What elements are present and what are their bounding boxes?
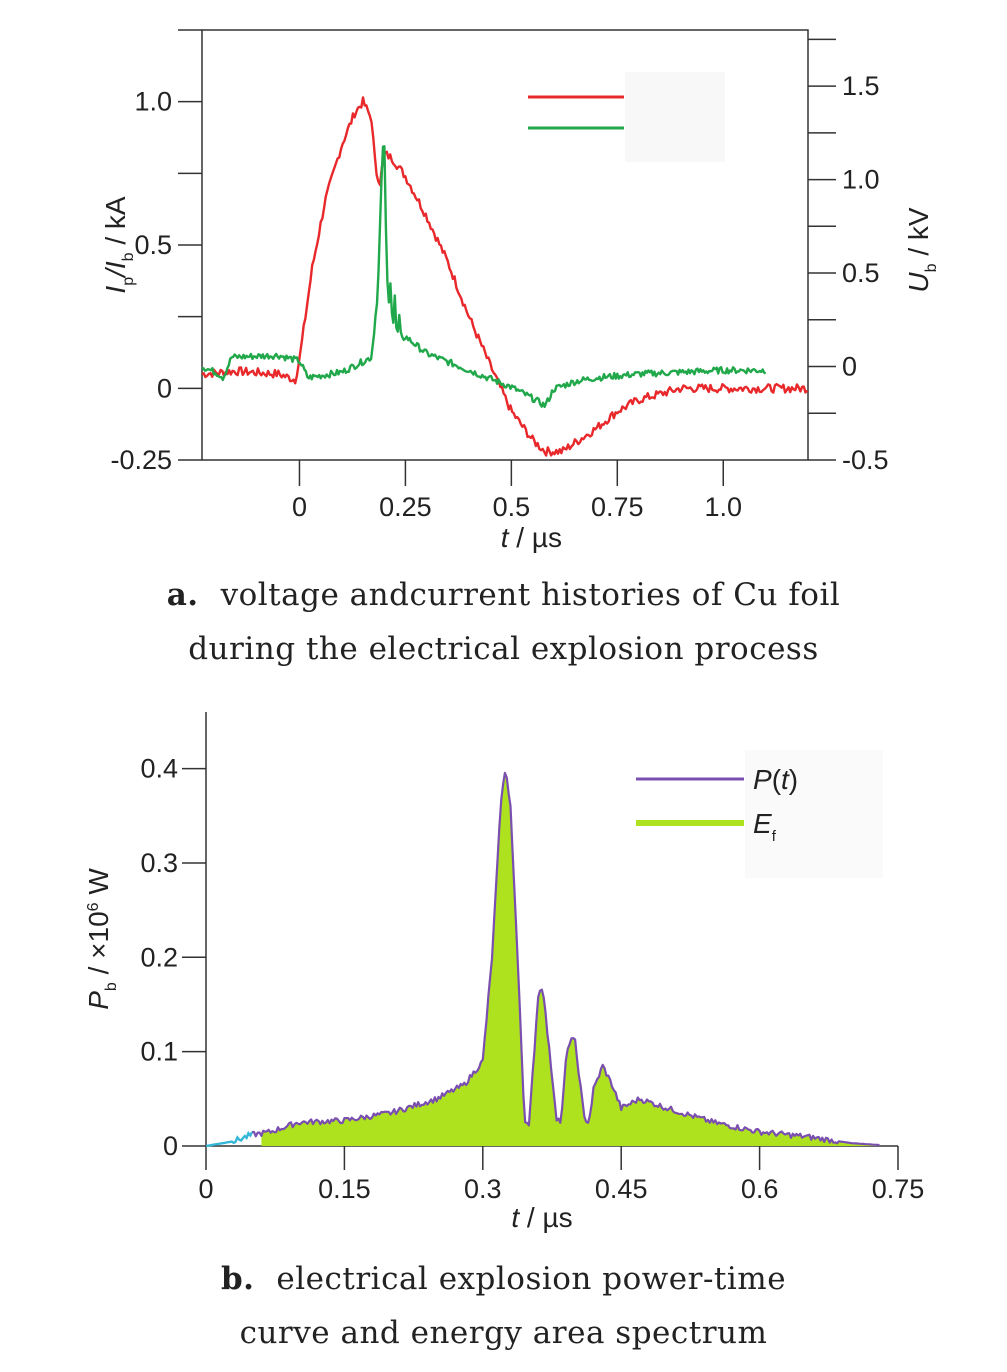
y2-tick-label: 0.5 — [842, 258, 880, 288]
y-axis-title-sub: b — [103, 982, 120, 991]
chart-b-svg: 0 0.1 0.2 0.3 0.4 0 0.15 0.3 0.45 0.6 0.75 t / µs Pb… — [83, 712, 925, 1233]
y-axis-title-i: I — [100, 286, 131, 294]
x-axis-title-var: t — [501, 522, 510, 553]
legend-energy-sub: f — [772, 828, 777, 845]
y-axis-title-mid: /I — [100, 261, 131, 279]
caption-b: b. electrical explosion power-time curve … — [0, 1252, 1007, 1360]
y-axis-title: Pb / ×106 W — [83, 868, 120, 1010]
y-axis-title-p: P — [83, 991, 114, 1010]
legend-power-var: P — [753, 764, 772, 795]
y-axis-title-sub: b — [120, 252, 137, 261]
y-tick-label: 0.3 — [140, 848, 178, 878]
y2-tick-label: 0 — [842, 352, 857, 382]
x-tick-label: 0.15 — [318, 1174, 371, 1204]
caption-a-line1: voltage andcurrent histories of Cu foil — [220, 577, 841, 613]
x-tick-label: 0.25 — [379, 492, 432, 522]
legend-box — [745, 750, 883, 878]
y-axis-title-unit: / kA — [100, 196, 131, 252]
legend-power-paren: ( — [772, 764, 782, 795]
chart-panel-b: 0 0.1 0.2 0.3 0.4 0 0.15 0.3 0.45 0.6 0.75 t / µs Pb… — [0, 690, 1007, 1250]
y-tick-label: 0 — [157, 373, 172, 403]
x-tick-label: 0 — [292, 492, 307, 522]
y-axis-title-unit: / ×10 — [83, 911, 114, 982]
caption-b-line2: curve and energy area spectrum — [239, 1315, 768, 1351]
x-tick-label: 1.0 — [704, 492, 742, 522]
x-axis-title-var: t — [511, 1202, 520, 1233]
y-axis-title-w: W — [83, 868, 114, 903]
y-tick-label: 0.1 — [140, 1037, 178, 1067]
caption-b-letter: b. — [220, 1261, 255, 1297]
y-tick-label: 0.4 — [140, 754, 178, 784]
chart-a-svg: -0.25 0 0.5 1.0 -0.5 0 0.5 1.0 1.5 0 0.25 0.5 0.75 1.… — [100, 29, 940, 553]
x-axis-title: t / µs — [511, 1202, 572, 1233]
caption-a-letter: a. — [166, 577, 199, 613]
y-tick-label: 1.0 — [134, 87, 172, 117]
legend-energy-label: Ef — [753, 808, 777, 845]
y2-axis-title: Ub / kV — [903, 207, 940, 292]
y2-axis-title-u: U — [903, 272, 934, 293]
y2-axis-title-unit: / kV — [903, 207, 934, 263]
voltage-series-line — [201, 145, 767, 409]
legend-energy-var: E — [753, 808, 772, 839]
y2-tick-label: 1.5 — [842, 71, 880, 101]
energy-area-fill — [261, 772, 878, 1146]
x-tick-label: 0.45 — [595, 1174, 648, 1204]
legend-power-label: P(t) — [753, 764, 798, 795]
caption-b-line1: electrical explosion power-time — [276, 1261, 787, 1297]
legend-power-paren: ) — [789, 764, 798, 795]
chart-panel-a: -0.25 0 0.5 1.0 -0.5 0 0.5 1.0 1.5 0 0.25 0.5 0.75 1.… — [0, 0, 1007, 560]
caption-a: a. voltage andcurrent histories of Cu foi… — [0, 568, 1007, 676]
y-tick-label: 0.5 — [134, 230, 172, 260]
x-axis-title: t / µs — [501, 522, 562, 553]
x-tick-label: 0.75 — [591, 492, 644, 522]
current-series-line — [201, 96, 809, 457]
y2-axis-title-sub: b — [923, 263, 940, 272]
y-tick-label: -0.25 — [110, 445, 172, 475]
x-tick-label: 0.75 — [872, 1174, 925, 1204]
legend-box — [625, 72, 725, 162]
x-tick-label: 0.6 — [741, 1174, 779, 1204]
power-early-segment — [205, 1130, 254, 1148]
x-axis-title-unit: / µs — [509, 522, 562, 553]
y-axis-title-sup: 6 — [85, 902, 102, 911]
y-axis-title-sub: p — [120, 277, 137, 286]
x-tick-label: 0.3 — [464, 1174, 502, 1204]
x-tick-label: 0 — [198, 1174, 213, 1204]
caption-a-line2: during the electrical explosion process — [188, 631, 819, 667]
legend-power-arg: t — [781, 764, 790, 795]
y2-tick-label: -0.5 — [842, 445, 889, 475]
y-axis-title: Ip/Ib / kA — [100, 196, 137, 293]
x-tick-label: 0.5 — [493, 492, 531, 522]
y2-tick-label: 1.0 — [842, 165, 880, 195]
y-tick-label: 0 — [163, 1131, 178, 1161]
x-axis-title-unit: / µs — [519, 1202, 572, 1233]
y-tick-label: 0.2 — [140, 942, 178, 972]
power-series-line — [252, 771, 880, 1147]
